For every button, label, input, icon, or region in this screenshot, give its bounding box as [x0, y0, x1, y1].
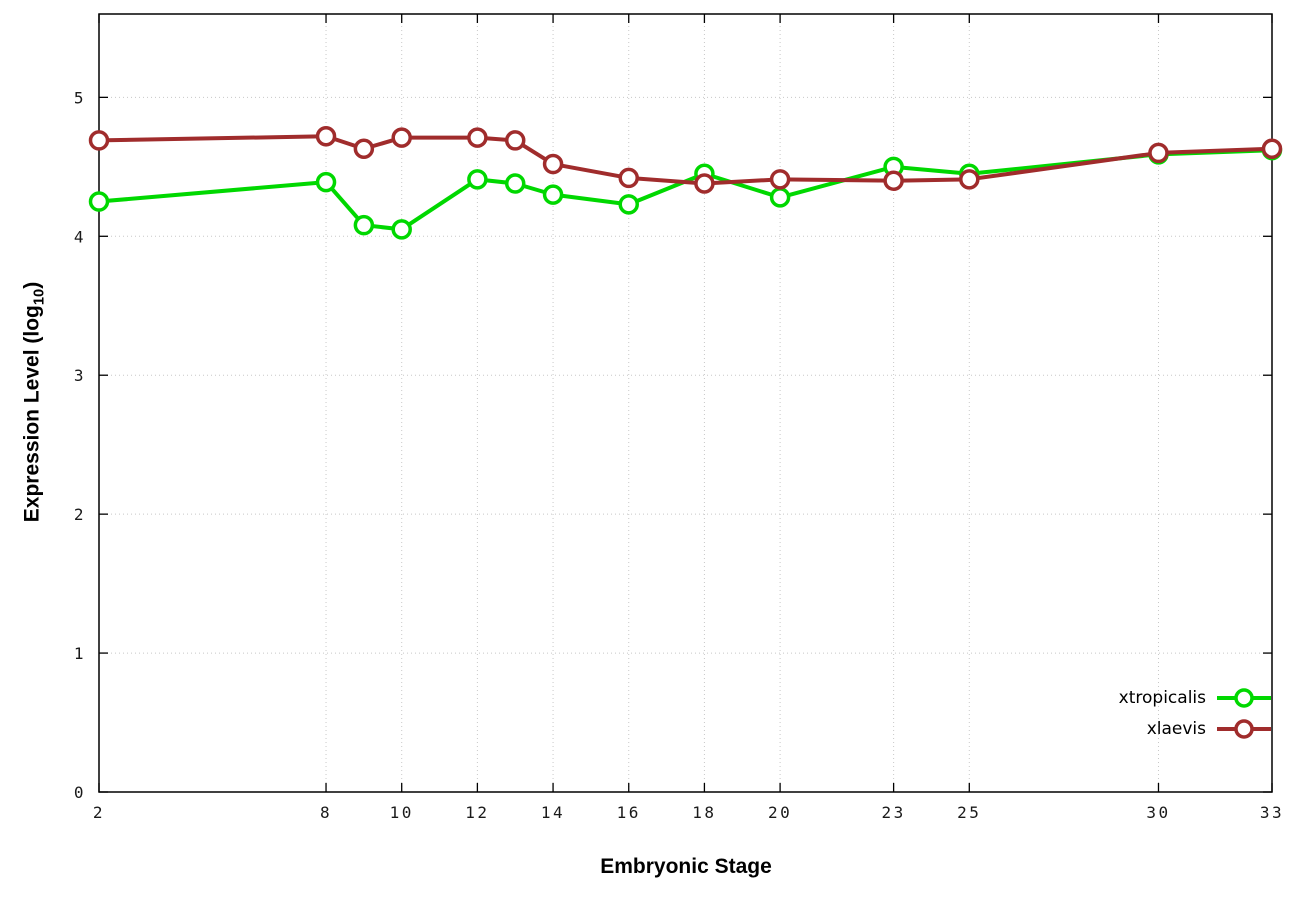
- data-point-xtropicalis: [467, 169, 488, 190]
- x-tick-label: 30: [1146, 803, 1170, 822]
- y-axis-title: Expression Level (log10): [21, 282, 48, 522]
- data-point-xlaevis: [315, 126, 337, 147]
- legend-item-xtropicalis: xtropicalis: [1119, 686, 1272, 710]
- legend-label-xtropicalis: xtropicalis: [1118, 688, 1206, 708]
- x-tick-label: 16: [617, 803, 641, 822]
- data-point-xlaevis: [504, 130, 526, 151]
- legend-label-xlaevis: xlaevis: [1146, 719, 1206, 739]
- y-tick-label: 5: [74, 88, 86, 107]
- x-axis-title: Embryonic Stage: [600, 855, 772, 878]
- data-point-xtropicalis: [542, 184, 564, 205]
- data-point-xlaevis: [88, 130, 110, 151]
- x-tick-label: 33: [1260, 803, 1284, 822]
- data-point-xtropicalis: [391, 219, 412, 240]
- x-tick-label: 25: [957, 803, 981, 822]
- y-tick-label: 0: [74, 783, 86, 802]
- data-point-xlaevis: [618, 167, 639, 189]
- legend-key-line-icon: [1217, 688, 1271, 708]
- x-tick-label: 14: [541, 803, 565, 822]
- data-point-xlaevis: [1148, 142, 1169, 164]
- y-tick-label: 2: [74, 505, 86, 524]
- plot-border: [98, 13, 1273, 793]
- data-point-xtropicalis: [504, 173, 526, 194]
- x-tick-label: 10: [390, 803, 414, 822]
- data-point-xlaevis: [542, 153, 564, 175]
- x-tick-label: 18: [692, 803, 716, 822]
- x-tick-label: 2: [93, 803, 105, 822]
- legend-key-line-icon: [1217, 719, 1271, 739]
- data-point-xtropicalis: [315, 171, 337, 193]
- data-point-xtropicalis: [88, 191, 110, 212]
- y-axis-title-end: ): [20, 281, 44, 289]
- y-tick-label: 4: [74, 227, 86, 246]
- legend-item-xlaevis: xlaevis: [1147, 717, 1272, 741]
- data-point-xtropicalis: [769, 187, 791, 208]
- y-tick-label: 3: [74, 366, 86, 385]
- y-tick-label: 1: [74, 644, 86, 663]
- data-point-xtropicalis: [618, 194, 639, 215]
- data-point-xlaevis: [353, 138, 375, 160]
- data-point-xlaevis: [694, 173, 715, 194]
- data-point-xlaevis: [883, 170, 904, 191]
- y-axis-title-main: Expression Level (log: [20, 305, 44, 523]
- data-point-xlaevis: [959, 169, 980, 190]
- data-point-xtropicalis: [353, 214, 375, 236]
- data-point-xlaevis: [391, 127, 412, 148]
- x-tick-label: 20: [768, 803, 792, 822]
- y-axis-title-subscript: 10: [31, 288, 48, 306]
- x-tick-label: 8: [320, 803, 332, 822]
- series-line-xlaevis: [97, 134, 1274, 186]
- data-point-xlaevis: [1261, 138, 1283, 160]
- data-point-xlaevis: [467, 127, 488, 148]
- x-tick-label: 23: [881, 803, 905, 822]
- x-tick-label: 12: [465, 803, 489, 822]
- data-point-xlaevis: [769, 169, 791, 190]
- legend: xtropicalis xlaevis: [1119, 686, 1272, 741]
